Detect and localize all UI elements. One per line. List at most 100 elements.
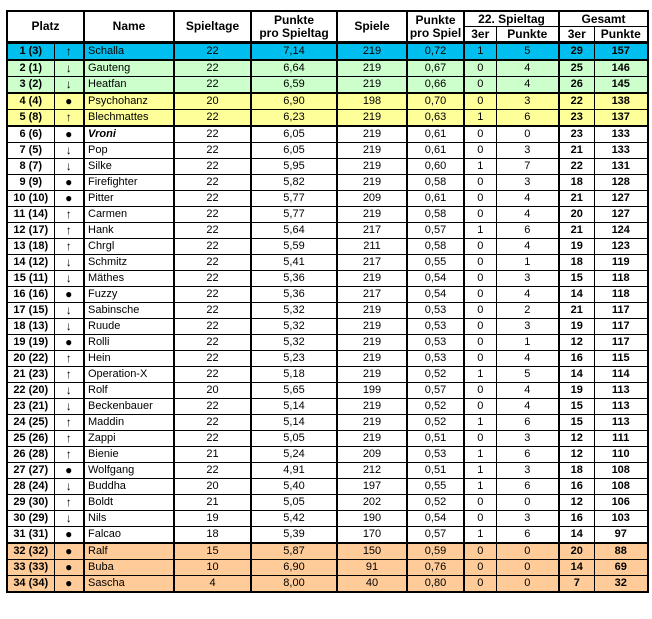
cell-platz: 12 (17): [6, 222, 55, 239]
cell-punkte-pro-spieltag: 7,14: [250, 42, 338, 61]
header-spieltage: Spieltage: [173, 10, 252, 44]
cell-s22-3er: 1: [463, 42, 497, 61]
trend-same-icon: ●: [53, 559, 85, 576]
cell-spiele: 211: [336, 238, 408, 255]
cell-spiele: 219: [336, 206, 408, 223]
cell-platz: 14 (12): [6, 254, 55, 271]
cell-s22-punkte: 6: [495, 446, 560, 463]
cell-platz: 25 (26): [6, 430, 55, 447]
cell-s22-punkte: 4: [495, 76, 560, 94]
cell-spiele: 217: [336, 286, 408, 303]
cell-punkte-pro-spieltag: 6,59: [250, 76, 338, 94]
cell-name: Sascha: [83, 575, 175, 593]
cell-s22-3er: 1: [463, 366, 497, 383]
cell-gesamt-punkte: 110: [593, 446, 649, 463]
cell-spieltage: 22: [173, 302, 252, 319]
trend-up-icon: ↑: [53, 446, 85, 463]
cell-spieltage: 21: [173, 494, 252, 511]
cell-gesamt-punkte: 113: [593, 398, 649, 415]
cell-gesamt-punkte: 117: [593, 318, 649, 335]
cell-punkte-pro-spiel: 0,58: [406, 206, 465, 223]
cell-s22-punkte: 4: [495, 190, 560, 207]
cell-gesamt-punkte: 145: [593, 76, 649, 94]
cell-gesamt-3er: 15: [558, 414, 595, 431]
cell-s22-punkte: 4: [495, 238, 560, 255]
header-gesamt-punkte: Punkte: [593, 26, 649, 44]
cell-spieltage: 22: [173, 109, 252, 127]
cell-gesamt-punkte: 69: [593, 559, 649, 576]
cell-punkte-pro-spieltag: 5,65: [250, 382, 338, 399]
header-platz: Platz: [6, 10, 85, 44]
trend-down-icon: ↓: [53, 318, 85, 335]
cell-gesamt-3er: 12: [558, 494, 595, 511]
cell-spiele: 219: [336, 158, 408, 175]
table-row: 5 (8) ↑ Blechmattes 22 6,23 219 0,63 1 6…: [6, 109, 649, 127]
cell-punkte-pro-spiel: 0,51: [406, 462, 465, 479]
cell-spieltage: 22: [173, 238, 252, 255]
cell-s22-3er: 0: [463, 542, 497, 560]
trend-same-icon: ●: [53, 542, 85, 560]
cell-gesamt-punkte: 113: [593, 414, 649, 431]
table-row: 13 (18) ↑ Chrgl 22 5,59 211 0,58 0 4 19 …: [6, 238, 649, 255]
cell-name: Beckenbauer: [83, 398, 175, 415]
cell-gesamt-3er: 19: [558, 238, 595, 255]
cell-s22-3er: 0: [463, 430, 497, 447]
cell-spiele: 198: [336, 92, 408, 110]
cell-s22-punkte: 3: [495, 510, 560, 527]
table-row: 25 (26) ↑ Zappi 22 5,05 219 0,51 0 3 12 …: [6, 430, 649, 447]
cell-gesamt-punkte: 128: [593, 174, 649, 191]
cell-s22-punkte: 6: [495, 414, 560, 431]
standings-body: 1 (3) ↑ Schalla 22 7,14 219 0,72 1 5 29 …: [6, 42, 649, 593]
cell-gesamt-punkte: 113: [593, 382, 649, 399]
cell-gesamt-punkte: 133: [593, 142, 649, 159]
cell-s22-3er: 0: [463, 125, 497, 143]
cell-punkte-pro-spieltag: 5,39: [250, 526, 338, 544]
cell-gesamt-punkte: 114: [593, 366, 649, 383]
cell-s22-3er: 0: [463, 92, 497, 110]
cell-name: Falcao: [83, 526, 175, 544]
cell-s22-punkte: 7: [495, 158, 560, 175]
cell-punkte-pro-spieltag: 5,36: [250, 270, 338, 287]
table-row: 11 (14) ↑ Carmen 22 5,77 219 0,58 0 4 20…: [6, 206, 649, 223]
cell-spiele: 219: [336, 76, 408, 94]
cell-punkte-pro-spiel: 0,58: [406, 174, 465, 191]
table-row: 24 (25) ↑ Maddin 22 5,14 219 0,52 1 6 15…: [6, 414, 649, 431]
cell-gesamt-3er: 12: [558, 334, 595, 351]
cell-gesamt-punkte: 106: [593, 494, 649, 511]
cell-s22-3er: 0: [463, 238, 497, 255]
cell-s22-3er: 0: [463, 142, 497, 159]
cell-spiele: 199: [336, 382, 408, 399]
cell-platz: 18 (13): [6, 318, 55, 335]
cell-gesamt-3er: 14: [558, 366, 595, 383]
cell-platz: 23 (21): [6, 398, 55, 415]
cell-gesamt-3er: 21: [558, 142, 595, 159]
trend-up-icon: ↑: [53, 42, 85, 61]
cell-gesamt-3er: 20: [558, 542, 595, 560]
cell-platz: 2 (1): [6, 59, 55, 77]
cell-spiele: 209: [336, 190, 408, 207]
cell-punkte-pro-spiel: 0,55: [406, 478, 465, 495]
table-row: 18 (13) ↓ Ruude 22 5,32 219 0,53 0 3 19 …: [6, 318, 649, 335]
cell-name: Heatfan: [83, 76, 175, 94]
cell-platz: 32 (32): [6, 542, 55, 560]
cell-gesamt-3er: 16: [558, 350, 595, 367]
header-s22-3er: 3er: [463, 26, 497, 44]
table-row: 7 (5) ↓ Pop 22 6,05 219 0,61 0 3 21 133: [6, 142, 649, 159]
header-row-sub: 3er Punkte 3er Punkte: [7, 26, 649, 44]
trend-up-icon: ↑: [53, 222, 85, 239]
table-row: 1 (3) ↑ Schalla 22 7,14 219 0,72 1 5 29 …: [6, 42, 649, 61]
cell-punkte-pro-spieltag: 5,77: [250, 206, 338, 223]
cell-gesamt-punkte: 146: [593, 59, 649, 77]
cell-platz: 5 (8): [6, 109, 55, 127]
cell-gesamt-punkte: 88: [593, 542, 649, 560]
cell-s22-3er: 0: [463, 76, 497, 94]
cell-name: Zappi: [83, 430, 175, 447]
cell-s22-punkte: 4: [495, 398, 560, 415]
cell-punkte-pro-spieltag: 5,32: [250, 318, 338, 335]
trend-down-icon: ↓: [53, 254, 85, 271]
trend-same-icon: ●: [53, 190, 85, 207]
cell-punkte-pro-spiel: 0,61: [406, 190, 465, 207]
cell-s22-punkte: 3: [495, 318, 560, 335]
cell-name: Fuzzy: [83, 286, 175, 303]
